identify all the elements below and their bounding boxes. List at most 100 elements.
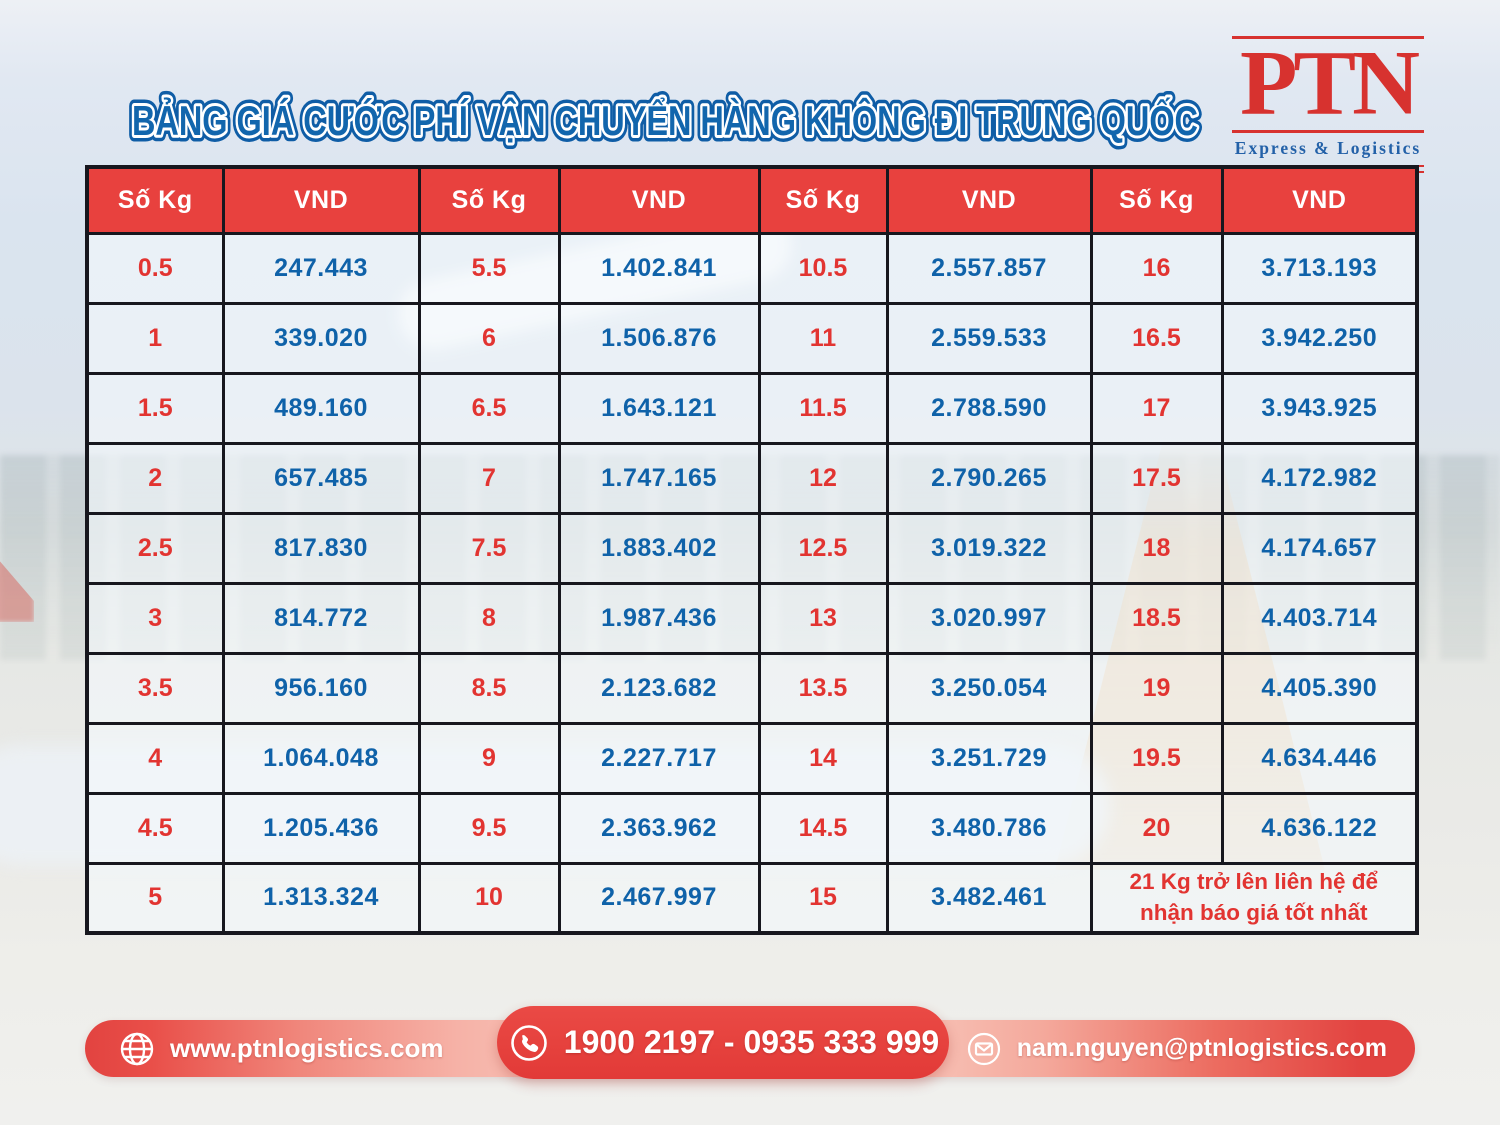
table-row: 1 339.020 6 1.506.876 11 2.559.533 16.5 3.942.2… [85, 301, 1419, 375]
price-cell: 247.443 [221, 231, 421, 305]
column-header-vnd: VND [221, 165, 421, 235]
kg-cell: 20 [1089, 791, 1224, 865]
price-cell: 2.557.857 [885, 231, 1093, 305]
kg-cell: 5 [85, 861, 225, 935]
table-row: 2 657.485 7 1.747.165 12 2.790.265 17.5 4.172.9… [85, 441, 1419, 515]
kg-cell: 8.5 [417, 651, 561, 725]
price-cell: 3.019.322 [885, 511, 1093, 585]
kg-cell: 11.5 [757, 371, 889, 445]
kg-cell: 13 [757, 581, 889, 655]
price-cell: 4.405.390 [1220, 651, 1419, 725]
table-row: 2.5 817.830 7.5 1.883.402 12.5 3.019.322 18 4.1… [85, 511, 1419, 585]
column-header-kg: Số Kg [85, 165, 225, 235]
kg-cell: 17.5 [1089, 441, 1224, 515]
price-cell: 3.250.054 [885, 651, 1093, 725]
email-link[interactable]: nam.nguyen@ptnlogistics.com [964, 1020, 1387, 1077]
kg-cell: 9.5 [417, 791, 561, 865]
page-title-text: BẢNG GIÁ CƯỚC PHÍ VẬN CHUYỂN HÀNG KHÔNG … [132, 96, 1198, 144]
phone-pill[interactable]: 1900 2197 - 0935 333 999 [497, 1006, 949, 1079]
price-cell: 4.174.657 [1220, 511, 1419, 585]
price-cell: 1.313.324 [221, 861, 421, 935]
price-cell: 1.402.841 [557, 231, 761, 305]
price-table-body: 0.5 247.443 5.5 1.402.841 10.5 2.557.857 16 3.7… [85, 231, 1419, 935]
price-cell: 1.506.876 [557, 301, 761, 375]
kg-cell: 12.5 [757, 511, 889, 585]
logo-wordmark: PTN [1240, 32, 1420, 134]
kg-cell: 15 [757, 861, 889, 935]
kg-cell: 3.5 [85, 651, 225, 725]
kg-cell: 2.5 [85, 511, 225, 585]
price-cell: 339.020 [221, 301, 421, 375]
price-cell: 1.064.048 [221, 721, 421, 795]
kg-cell: 14 [757, 721, 889, 795]
kg-cell: 11 [757, 301, 889, 375]
page-title-outline: BẢNG GIÁ CƯỚC PHÍ VẬN CHUYỂN HÀNG KHÔNG … [132, 96, 1198, 144]
page-title-stroke: BẢNG GIÁ CƯỚC PHÍ VẬN CHUYỂN HÀNG KHÔNG … [132, 96, 1198, 144]
kg-cell: 17 [1089, 371, 1224, 445]
header-row: Số Kg VND Số Kg VND Số Kg VND Số Kg VND [85, 165, 1419, 235]
kg-cell: 10.5 [757, 231, 889, 305]
kg-cell: 19 [1089, 651, 1224, 725]
website-text: www.ptnlogistics.com [170, 1033, 444, 1063]
price-cell: 4.634.446 [1220, 721, 1419, 795]
price-cell: 3.020.997 [885, 581, 1093, 655]
kg-cell: 12 [757, 441, 889, 515]
table-row: 3.5 956.160 8.5 2.123.682 13.5 3.250.054 19 4.4… [85, 651, 1419, 725]
price-cell: 1.883.402 [557, 511, 761, 585]
logo-rule-mid [1232, 130, 1424, 134]
mail-icon [967, 1032, 1000, 1065]
price-cell: 1.643.121 [557, 371, 761, 445]
price-cell: 3.942.250 [1220, 301, 1419, 375]
table-row: 4.5 1.205.436 9.5 2.363.962 14.5 3.480.786 20 4… [85, 791, 1419, 865]
price-cell: 489.160 [221, 371, 421, 445]
kg-cell: 16 [1089, 231, 1224, 305]
price-cell: 3.251.729 [885, 721, 1093, 795]
price-table: Số Kg VND Số Kg VND Số Kg VND Số Kg VND 0.5 247.… [85, 165, 1419, 935]
price-cell: 814.772 [221, 581, 421, 655]
column-header-kg: Số Kg [757, 165, 889, 235]
price-cell: 2.790.265 [885, 441, 1093, 515]
price-cell: 3.482.461 [885, 861, 1093, 935]
kg-cell: 7.5 [417, 511, 561, 585]
kg-cell: 18 [1089, 511, 1224, 585]
kg-cell: 8 [417, 581, 561, 655]
table-row: 1.5 489.160 6.5 1.643.121 11.5 2.788.590 17 3.9… [85, 371, 1419, 445]
price-cell: 4.636.122 [1220, 791, 1419, 865]
kg-cell: 0.5 [85, 231, 225, 305]
price-cell: 956.160 [221, 651, 421, 725]
table-row: 4 1.064.048 9 2.227.717 14 3.251.729 19.5 4.634… [85, 721, 1419, 795]
price-cell: 2.559.533 [885, 301, 1093, 375]
kg-cell: 14.5 [757, 791, 889, 865]
column-header-kg: Số Kg [1089, 165, 1224, 235]
price-cell: 4.403.714 [1220, 581, 1419, 655]
price-cell: 817.830 [221, 511, 421, 585]
kg-cell: 18.5 [1089, 581, 1224, 655]
kg-cell: 9 [417, 721, 561, 795]
price-cell: 2.227.717 [557, 721, 761, 795]
column-header-kg: Số Kg [417, 165, 561, 235]
price-cell: 2.788.590 [885, 371, 1093, 445]
logo-rule-top [1232, 36, 1424, 39]
price-cell: 3.943.925 [1220, 371, 1419, 445]
column-header-vnd: VND [885, 165, 1093, 235]
kg-cell: 7 [417, 441, 561, 515]
phone-icon [510, 1024, 547, 1061]
kg-cell: 2 [85, 441, 225, 515]
contact-note-cell: 21 Kg trở lên liên hệ để nhận báo giá tố… [1089, 861, 1419, 935]
price-cell: 1.987.436 [557, 581, 761, 655]
column-header-vnd: VND [1220, 165, 1419, 235]
page-title: BẢNG GIÁ CƯỚC PHÍ VẬN CHUYỂN HÀNG KHÔNG … [126, 90, 1205, 151]
price-cell: 2.123.682 [557, 651, 761, 725]
price-cell: 3.713.193 [1220, 231, 1419, 305]
kg-cell: 5.5 [417, 231, 561, 305]
globe-icon [120, 1032, 154, 1065]
kg-cell: 6 [417, 301, 561, 375]
price-cell: 657.485 [221, 441, 421, 515]
price-cell: 2.363.962 [557, 791, 761, 865]
table-row: 3 814.772 8 1.987.436 13 3.020.997 18.5 4.403.7… [85, 581, 1419, 655]
price-cell: 2.467.997 [557, 861, 761, 935]
column-header-vnd: VND [557, 165, 761, 235]
website-link[interactable]: www.ptnlogistics.com [117, 1020, 444, 1077]
price-cell: 4.172.982 [1220, 441, 1419, 515]
